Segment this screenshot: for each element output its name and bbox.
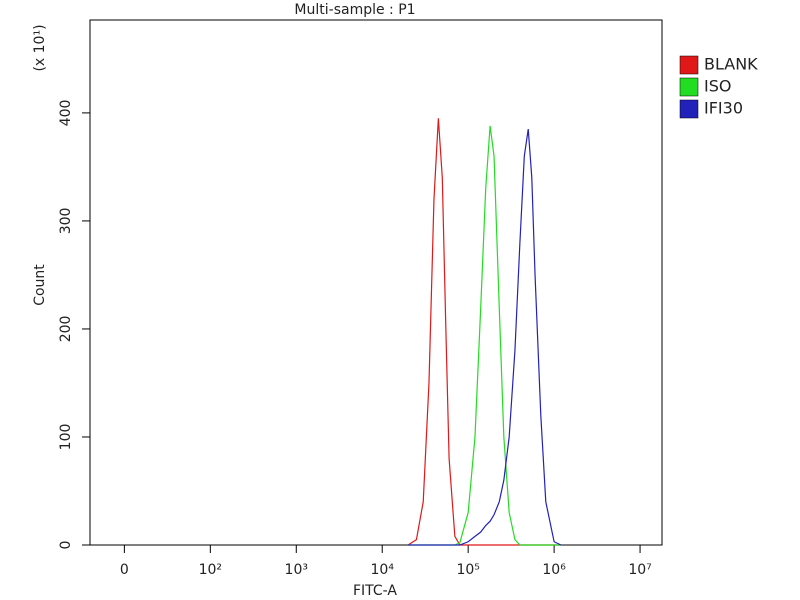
x-tick-label: 0 [120,562,129,578]
y-tick-label: 0 [58,541,74,550]
x-tick-label: 10³ [285,562,308,578]
y-multiplier: (x 10¹) [32,24,48,71]
y-tick-label: 100 [58,424,74,451]
x-tick-label: 10⁷ [628,562,651,578]
x-tick-label: 10⁶ [542,562,566,578]
x-tick-label: 10⁵ [456,562,479,578]
x-tick-label: 10² [199,562,222,578]
series-line [408,129,562,546]
legend-swatch [679,99,699,119]
y-tick-label: 200 [58,316,74,343]
series-line [407,118,561,546]
legend-label: IFI30 [704,99,743,118]
legend-swatch [679,77,699,97]
y-axis-label: Count [32,264,48,306]
legend-label: ISO [704,77,731,96]
x-axis-label: FITC-A [353,583,397,599]
plot-frame [89,19,663,546]
legend-swatch [679,55,699,75]
legend-label: BLANK [704,55,758,74]
chart-title: Multi-sample : P1 [294,2,415,18]
x-tick-label: 10⁴ [371,562,395,578]
y-tick-label: 400 [58,100,74,127]
y-tick-label: 300 [58,208,74,235]
